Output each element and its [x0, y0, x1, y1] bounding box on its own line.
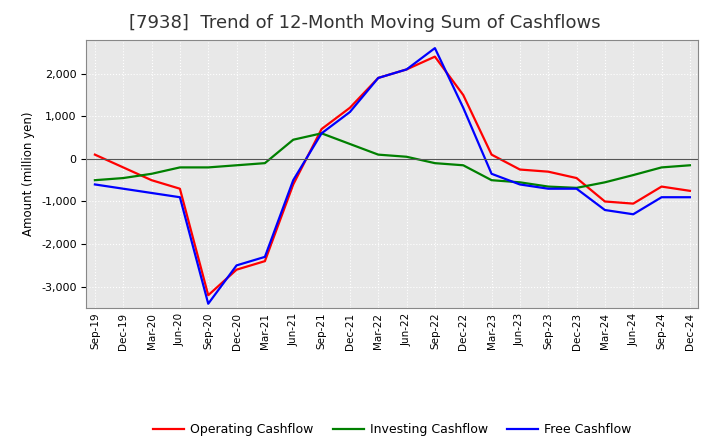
Investing Cashflow	[431, 161, 439, 166]
Free Cashflow	[176, 194, 184, 200]
Free Cashflow	[233, 263, 241, 268]
Free Cashflow	[629, 212, 637, 217]
Free Cashflow	[431, 45, 439, 51]
Operating Cashflow	[629, 201, 637, 206]
Free Cashflow	[119, 186, 127, 191]
Investing Cashflow	[629, 172, 637, 178]
Free Cashflow	[346, 110, 354, 115]
Free Cashflow	[544, 186, 552, 191]
Operating Cashflow	[600, 199, 609, 204]
Investing Cashflow	[516, 180, 524, 185]
Free Cashflow	[374, 75, 382, 81]
Free Cashflow	[402, 67, 411, 72]
Investing Cashflow	[204, 165, 212, 170]
Operating Cashflow	[119, 165, 127, 170]
Operating Cashflow	[204, 293, 212, 298]
Text: [7938]  Trend of 12-Month Moving Sum of Cashflows: [7938] Trend of 12-Month Moving Sum of C…	[130, 15, 601, 33]
Investing Cashflow	[657, 165, 666, 170]
Legend: Operating Cashflow, Investing Cashflow, Free Cashflow: Operating Cashflow, Investing Cashflow, …	[148, 418, 636, 440]
Free Cashflow	[685, 194, 694, 200]
Operating Cashflow	[544, 169, 552, 174]
Investing Cashflow	[544, 184, 552, 189]
Investing Cashflow	[289, 137, 297, 143]
Operating Cashflow	[459, 92, 467, 98]
Investing Cashflow	[572, 185, 581, 191]
Free Cashflow	[289, 178, 297, 183]
Operating Cashflow	[657, 184, 666, 189]
Investing Cashflow	[119, 176, 127, 181]
Operating Cashflow	[346, 105, 354, 110]
Operating Cashflow	[572, 176, 581, 181]
Operating Cashflow	[374, 75, 382, 81]
Operating Cashflow	[176, 186, 184, 191]
Free Cashflow	[600, 207, 609, 213]
Investing Cashflow	[176, 165, 184, 170]
Investing Cashflow	[91, 178, 99, 183]
Investing Cashflow	[459, 163, 467, 168]
Operating Cashflow	[289, 182, 297, 187]
Free Cashflow	[261, 254, 269, 260]
Investing Cashflow	[318, 131, 326, 136]
Operating Cashflow	[402, 67, 411, 72]
Operating Cashflow	[318, 126, 326, 132]
Free Cashflow	[572, 186, 581, 191]
Operating Cashflow	[91, 152, 99, 157]
Investing Cashflow	[402, 154, 411, 159]
Free Cashflow	[148, 191, 156, 196]
Operating Cashflow	[685, 188, 694, 194]
Y-axis label: Amount (million yen): Amount (million yen)	[22, 112, 35, 236]
Line: Free Cashflow: Free Cashflow	[95, 48, 690, 304]
Investing Cashflow	[600, 180, 609, 185]
Free Cashflow	[657, 194, 666, 200]
Operating Cashflow	[487, 152, 496, 157]
Operating Cashflow	[233, 267, 241, 272]
Free Cashflow	[204, 301, 212, 306]
Free Cashflow	[459, 105, 467, 110]
Investing Cashflow	[148, 171, 156, 176]
Free Cashflow	[516, 182, 524, 187]
Investing Cashflow	[374, 152, 382, 157]
Free Cashflow	[318, 131, 326, 136]
Operating Cashflow	[516, 167, 524, 172]
Investing Cashflow	[261, 161, 269, 166]
Operating Cashflow	[261, 258, 269, 264]
Line: Operating Cashflow: Operating Cashflow	[95, 57, 690, 295]
Investing Cashflow	[233, 163, 241, 168]
Investing Cashflow	[685, 163, 694, 168]
Investing Cashflow	[487, 178, 496, 183]
Operating Cashflow	[431, 54, 439, 59]
Free Cashflow	[91, 182, 99, 187]
Free Cashflow	[487, 171, 496, 176]
Operating Cashflow	[148, 178, 156, 183]
Line: Investing Cashflow: Investing Cashflow	[95, 133, 690, 188]
Investing Cashflow	[346, 141, 354, 147]
